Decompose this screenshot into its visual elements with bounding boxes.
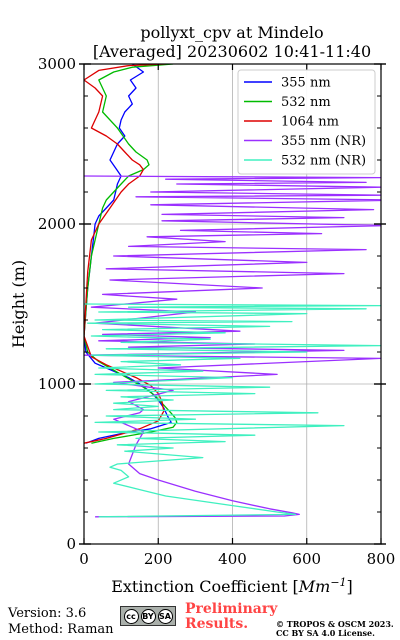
preliminary-line-1: Preliminary xyxy=(185,601,278,617)
sa-icon: SA xyxy=(157,608,173,624)
legend-label-2: 1064 nm xyxy=(281,115,339,130)
x-axis-label-exponent: −1 xyxy=(330,576,346,589)
x-tick-label-3: 600 xyxy=(292,550,321,568)
copyright-line-2: CC BY SA 4.0 License. xyxy=(276,628,375,638)
x-axis-label-close: ] xyxy=(347,577,353,596)
x-axis-label-text: Extinction Coefficient [ xyxy=(111,577,299,596)
cc-icon: cc xyxy=(123,608,139,624)
series-line-1064-nm xyxy=(84,64,166,444)
series-line-532-nm xyxy=(84,64,178,444)
preliminary-line-2: Results. xyxy=(185,616,249,632)
legend-box xyxy=(237,69,376,175)
x-tick-label-2: 400 xyxy=(218,550,247,568)
legend-label-3: 355 nm (NR) xyxy=(281,134,366,149)
y-axis-label: Height (m) xyxy=(9,260,28,348)
chart-title: pollyxt_cpv at Mindelo xyxy=(140,23,323,42)
footer-info: Version: 3.6 Method: Raman xyxy=(8,606,114,638)
version-text: Version: 3.6 xyxy=(8,606,87,621)
y-tick-label-1000: 1000 xyxy=(38,375,76,393)
y-tick-label-0: 0 xyxy=(66,535,76,553)
copyright-notice: © TROPOS & OSCM 2023. CC BY SA 4.0 Licen… xyxy=(276,620,394,638)
copyright-line-1: © TROPOS & OSCM 2023. xyxy=(276,619,394,629)
series-group xyxy=(84,64,381,518)
extinction-chart: pollyxt_cpv at Mindelo [Averaged] 202306… xyxy=(9,23,396,596)
chart-legend: 355 nm 532 nm 1064 nm 355 nm (NR) 532 nm (NR… xyxy=(237,69,376,175)
chart-subtitle: [Averaged] 20230602 10:41-11:40 xyxy=(93,42,371,61)
method-text: Method: Raman xyxy=(8,622,114,637)
cc-license-badge[interactable]: cc BY SA xyxy=(120,606,176,626)
preliminary-notice: Preliminary Results. xyxy=(185,602,277,632)
y-tick-label-3000: 3000 xyxy=(38,55,76,73)
by-icon: BY xyxy=(140,608,156,624)
series-line-532-nm-nr- xyxy=(84,303,381,518)
x-tick-label-1: 200 xyxy=(144,550,173,568)
x-tick-label-4: 800 xyxy=(367,550,396,568)
legend-label-1: 532 nm xyxy=(281,95,331,110)
legend-label-0: 355 nm xyxy=(281,76,331,91)
legend-label-4: 532 nm (NR) xyxy=(281,154,366,169)
y-tick-label-2000: 2000 xyxy=(38,215,76,233)
x-tick-label-0: 0 xyxy=(79,550,89,568)
x-axis-label-unit: Mm xyxy=(298,577,331,596)
x-axis-label: Extinction Coefficient [Mm−1] xyxy=(111,576,353,596)
axis-ticks: 0 200 400 600 800 0 1000 2000 3000 xyxy=(38,55,396,568)
